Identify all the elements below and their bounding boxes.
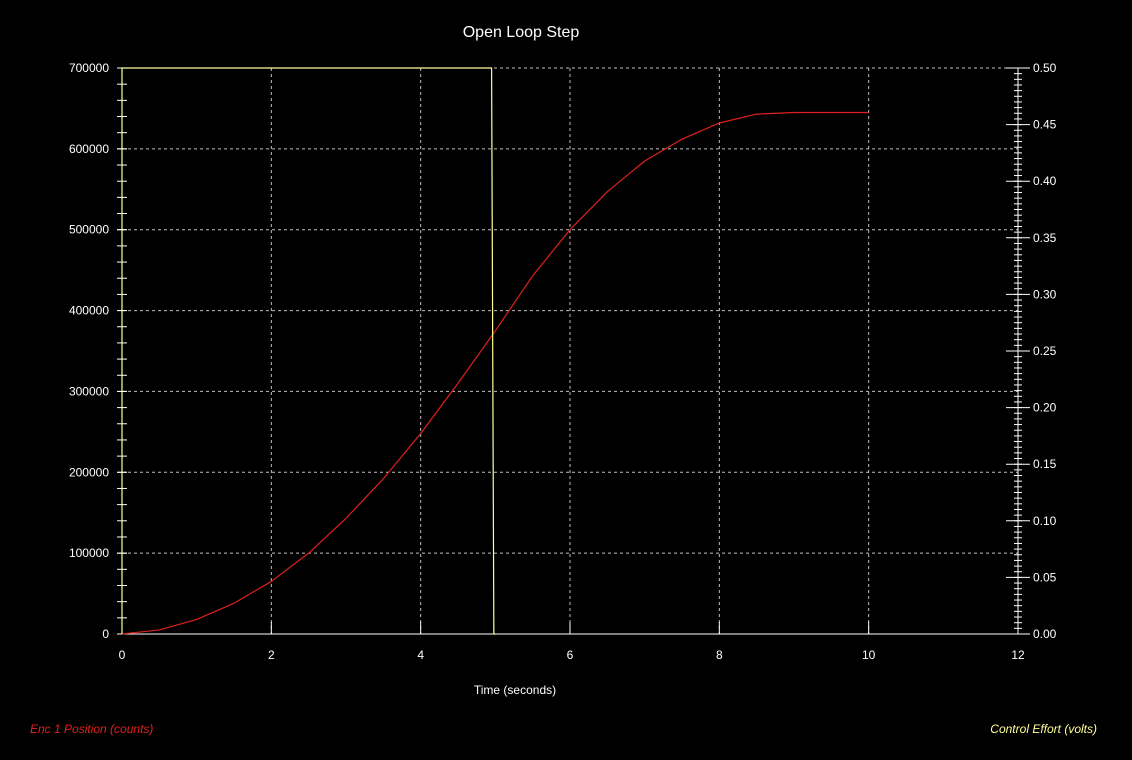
- x-tick-label: 6: [567, 648, 574, 662]
- y2-tick-label: 0.35: [1033, 231, 1057, 245]
- y-tick-label: 100000: [69, 546, 109, 560]
- y2-tick-label: 0.10: [1033, 514, 1057, 528]
- legend-position-series: Enc 1 Position (counts): [30, 722, 153, 736]
- x-tick-label: 12: [1011, 648, 1025, 662]
- series-line-position: [121, 111, 869, 635]
- grid: [122, 67, 1018, 634]
- y2-tick-label: 0.25: [1033, 344, 1057, 358]
- tick-labels: 0 2 4 6 8 10 12 0 100000 200000 300000 400000 500000…: [69, 61, 1057, 662]
- series-line-control-effort: [121, 67, 496, 635]
- y-tick-label: 200000: [69, 465, 109, 479]
- y-tick-label: 600000: [69, 142, 109, 156]
- y-tick-label: 400000: [69, 304, 109, 318]
- y2-tick-label: 0.15: [1033, 457, 1057, 471]
- x-axis-title: Time (seconds): [474, 683, 556, 697]
- legend-effort-series: Control Effort (volts): [990, 722, 1097, 736]
- y2-tick-label: 0.40: [1033, 174, 1057, 188]
- y2-tick-label: 0.30: [1033, 287, 1057, 301]
- y-tick-label: 300000: [69, 384, 109, 398]
- x-tick-label: 4: [417, 648, 424, 662]
- y2-tick-label: 0.05: [1033, 570, 1057, 584]
- chart-title: Open Loop Step: [463, 24, 580, 41]
- y2-tick-label: 0.45: [1033, 118, 1057, 132]
- y2-tick-label: 0.50: [1033, 61, 1057, 75]
- y-tick-label: 500000: [69, 223, 109, 237]
- y-tick-label: 700000: [69, 61, 109, 75]
- y-tick-label: 0: [102, 627, 109, 641]
- y2-tick-label: 0.00: [1033, 627, 1057, 641]
- y2-tick-label: 0.20: [1033, 401, 1057, 415]
- x-tick-label: 8: [716, 648, 723, 662]
- x-tick-label: 2: [268, 648, 275, 662]
- x-tick-label: 0: [119, 648, 126, 662]
- axes: [117, 67, 1030, 635]
- x-tick-label: 10: [862, 648, 876, 662]
- series: [121, 67, 869, 635]
